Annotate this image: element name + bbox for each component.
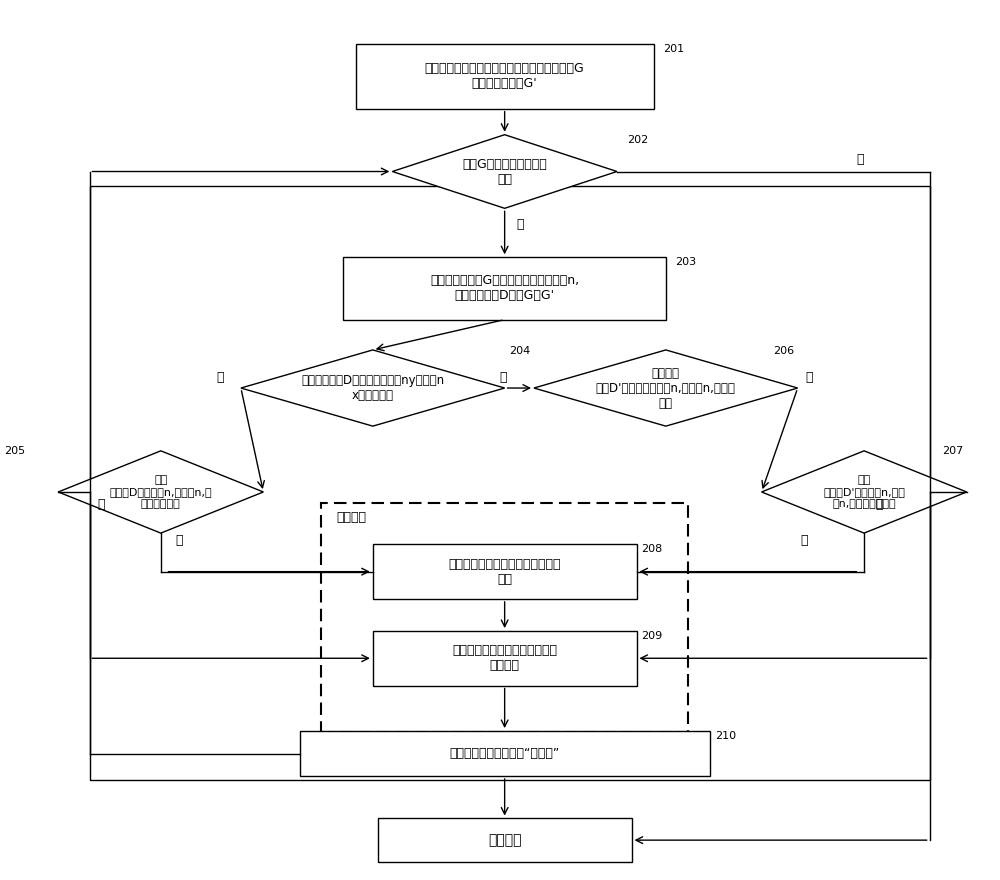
Text: 202: 202	[627, 135, 648, 144]
Text: 判断G中是否有节点未被
检查: 判断G中是否有节点未被 检查	[462, 158, 547, 186]
Text: 将该节点的状态设置为“已检查”: 将该节点的状态设置为“已检查”	[450, 747, 560, 760]
Text: 流程结束: 流程结束	[488, 833, 521, 847]
Text: 201: 201	[663, 44, 685, 54]
Text: 判断
在方向D'中的节点n,与节
点n,为双向唯一关系: 判断 在方向D'中的节点n,与节 点n,为双向唯一关系	[823, 475, 905, 509]
Polygon shape	[241, 350, 505, 426]
Text: 判断
在方向D中的节点n,与节点n,为
双向唯一关系: 判断 在方向D中的节点n,与节点n,为 双向唯一关系	[109, 475, 212, 509]
Text: 任取重叠关系图G中的未被检查过的节点n,
，以任意方向D遍历G和G': 任取重叠关系图G中的未被检查过的节点n, ，以任意方向D遍历G和G'	[430, 275, 579, 303]
Text: 是: 是	[175, 533, 183, 546]
Text: 204: 204	[510, 346, 531, 356]
Text: 将对应关系放入到不确定连接关
系集合中: 将对应关系放入到不确定连接关 系集合中	[452, 644, 557, 672]
FancyBboxPatch shape	[378, 818, 632, 862]
Text: 否: 否	[500, 371, 507, 384]
FancyBboxPatch shape	[356, 44, 654, 109]
Text: 是: 是	[216, 371, 224, 384]
Text: 207: 207	[942, 446, 964, 457]
FancyBboxPatch shape	[373, 631, 637, 686]
Text: 根据序列片段之间重叠关系，均建重叠关系图G
以及反向互补图G': 根据序列片段之间重叠关系，均建重叠关系图G 以及反向互补图G'	[425, 62, 585, 91]
FancyBboxPatch shape	[343, 257, 666, 319]
FancyBboxPatch shape	[300, 731, 710, 776]
Text: 否: 否	[856, 153, 864, 165]
Bar	[90, 187, 930, 780]
Text: 是: 是	[806, 371, 813, 384]
Text: 否: 否	[97, 497, 105, 510]
Polygon shape	[534, 350, 798, 426]
Text: 判断另一
方向D'中是否存在节点n,与节点n,有连接
关系: 判断另一 方向D'中是否存在节点n,与节点n,有连接 关系	[596, 367, 736, 409]
Text: 判断任何方向D中是否存在节点ny与节点n
x有连接关系: 判断任何方向D中是否存在节点ny与节点n x有连接关系	[301, 374, 444, 402]
Text: 将对应关系放入到可信连接关系集
合中: 将对应关系放入到可信连接关系集 合中	[448, 558, 561, 586]
FancyBboxPatch shape	[373, 545, 637, 599]
Polygon shape	[762, 451, 967, 533]
Text: 210: 210	[715, 731, 736, 741]
Polygon shape	[58, 451, 263, 533]
Bar	[321, 502, 688, 732]
Text: 否: 否	[876, 497, 883, 510]
Text: 203: 203	[676, 257, 697, 268]
Text: 是: 是	[516, 218, 524, 231]
Text: 209: 209	[641, 631, 663, 641]
Text: 205: 205	[5, 446, 26, 457]
Text: 是: 是	[801, 533, 808, 546]
Polygon shape	[392, 135, 617, 209]
Text: 206: 206	[773, 346, 794, 356]
Text: 结果汇总: 结果汇总	[336, 511, 366, 524]
Text: 208: 208	[641, 545, 663, 554]
